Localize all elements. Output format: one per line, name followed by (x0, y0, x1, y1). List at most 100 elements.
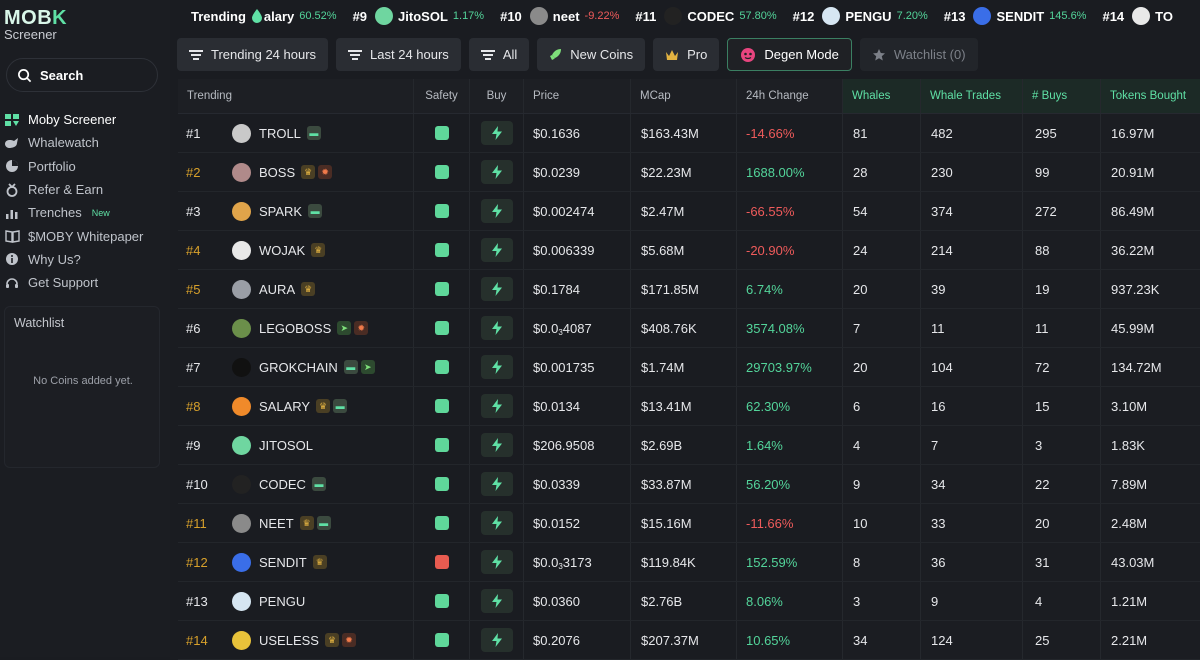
coin-name[interactable]: TROLL (259, 125, 301, 141)
filter-new-coins-button[interactable]: New Coins (537, 38, 646, 71)
nav-item-portfolio[interactable]: Portfolio (4, 155, 164, 178)
coin-name[interactable]: WOJAK (259, 242, 306, 258)
safe-indicator[interactable] (434, 633, 449, 647)
buy-button[interactable] (480, 355, 513, 379)
header-whales[interactable]: Whales (843, 79, 921, 113)
ticker-rank: #14 (1102, 8, 1125, 24)
table-row[interactable]: #8 SALARY ♛ ▬ $0.0134 $13.41M 62.30% 6 16 15 3.10M (178, 387, 1200, 426)
coin-name[interactable]: SPARK (259, 203, 303, 219)
nav-item-moby-whitepaper[interactable]: $MOBY Whitepaper (4, 224, 164, 247)
table-row[interactable]: #1 TROLL ▬ $0.1636 $163.43M -14.66% 81 482 295 16… (178, 114, 1200, 153)
coin-name[interactable]: GROKCHAIN (259, 359, 338, 375)
table-row[interactable]: #5 AURA ♛ $0.1784 $171.85M 6.74% 20 39 19 937.23K (178, 270, 1200, 309)
safe-indicator[interactable] (434, 477, 449, 491)
nav-item-moby-screener[interactable]: Moby Screener (4, 108, 164, 131)
header-tokens-bought[interactable]: Tokens Bought (1101, 79, 1200, 113)
buy-button[interactable] (480, 511, 513, 535)
safe-indicator[interactable] (434, 282, 449, 296)
table-row[interactable]: #4 WOJAK ♛ $0.006339 $5.68M -20.90% 24 214 88 36.… (178, 231, 1200, 270)
cell-buy (470, 309, 524, 347)
coin-name[interactable]: CODEC (259, 476, 306, 492)
coin-name[interactable]: USELESS (259, 632, 319, 648)
cell-price: $0.0239 (524, 153, 631, 191)
header-mcap[interactable]: MCap (631, 79, 737, 113)
buy-button[interactable] (480, 394, 513, 418)
ticker-item[interactable]: alary 60.52% (264, 9, 337, 24)
buy-button[interactable] (480, 589, 513, 613)
header-trending[interactable]: Trending (178, 79, 414, 113)
buy-button[interactable] (480, 160, 513, 184)
table-row[interactable]: #6 LEGOBOSS ➤ ✹ $0.0 3 4087 $408.76K 3574.08% 7 11… (178, 309, 1200, 348)
buy-button[interactable] (480, 628, 513, 652)
ticker-item[interactable]: #13 SENDIT 145.6% (944, 7, 1086, 25)
nav-item-whalewatch[interactable]: Whalewatch (4, 131, 164, 154)
safe-indicator[interactable] (434, 516, 449, 530)
filter-last-24-hours-button[interactable]: Last 24 hours (336, 38, 461, 71)
filter-pro-button[interactable]: Pro (653, 38, 720, 71)
buy-button[interactable] (480, 277, 513, 301)
cell-tokens-bought: 45.99M (1101, 309, 1200, 347)
safe-indicator[interactable] (434, 126, 449, 140)
buy-button[interactable] (480, 550, 513, 574)
safe-indicator[interactable] (434, 399, 449, 413)
nav-item-refer-earn[interactable]: Refer & Earn (4, 178, 164, 201)
coin-name[interactable]: SENDIT (259, 554, 307, 570)
cell-24h-change: -66.55% (737, 192, 843, 230)
tokens-bought: 2.48M (1111, 515, 1148, 531)
table-row[interactable]: #9 JITOSOL $206.9508 $2.69B 1.64% 4 7 3 1.83K (178, 426, 1200, 465)
table-row[interactable]: #14 USELESS ♛ ✹ $0.2076 $207.37M 10.65% 34 124 25… (178, 621, 1200, 660)
buy-button[interactable] (480, 199, 513, 223)
header-safety[interactable]: Safety (414, 79, 470, 113)
cell-buy (470, 231, 524, 269)
safe-indicator[interactable] (434, 360, 449, 374)
unsafe-indicator[interactable] (434, 555, 449, 569)
nav-item-trenches[interactable]: Trenches New (4, 201, 164, 224)
ticker-item[interactable]: #11 CODEC 57.80% (635, 7, 777, 25)
buy-button[interactable] (480, 316, 513, 340)
ticker-item[interactable]: #12 PENGU 7.20% (793, 7, 928, 25)
cell-24h-change: 62.30% (737, 387, 843, 425)
ticker-item[interactable]: #10 neet -9.22% (500, 7, 619, 25)
table-row[interactable]: #3 SPARK ▬ $0.002474 $2.47M -66.55% 54 374 272 86… (178, 192, 1200, 231)
buy-button[interactable] (480, 238, 513, 262)
header-buys[interactable]: # Buys (1023, 79, 1101, 113)
buy-button[interactable] (480, 121, 513, 145)
header-whale-trades[interactable]: Whale Trades (921, 79, 1023, 113)
rank: #6 (186, 320, 201, 336)
header-24h-change[interactable]: 24h Change (737, 79, 843, 113)
nav-item-why-us[interactable]: Why Us? (4, 248, 164, 271)
nav-item-get-support[interactable]: Get Support (4, 271, 164, 294)
ticker-item[interactable]: #14 TO (1102, 7, 1178, 25)
cell-mcap: $22.23M (631, 153, 737, 191)
table-row[interactable]: #13 PENGU $0.0360 $2.76B 8.06% 3 9 4 1.21M (178, 582, 1200, 621)
safe-indicator[interactable] (434, 438, 449, 452)
safe-indicator[interactable] (434, 165, 449, 179)
coin-name[interactable]: SALARY (259, 398, 311, 414)
table-row[interactable]: #11 NEET ♛ ▬ $0.0152 $15.16M -11.66% 10 33 20 2.48… (178, 504, 1200, 543)
table-row[interactable]: #10 CODEC ▬ $0.0339 $33.87M 56.20% 9 34 22 7.89M (178, 465, 1200, 504)
safe-indicator[interactable] (434, 321, 449, 335)
coin-name[interactable]: NEET (259, 515, 294, 531)
coin-name[interactable]: JITOSOL (259, 437, 313, 453)
logo[interactable]: MOB K Screener (4, 8, 67, 42)
cell-tokens-bought: 2.21M (1101, 621, 1200, 659)
table-row[interactable]: #2 BOSS ♛ ✹ $0.0239 $22.23M 1688.00% 28 230 99 20.… (178, 153, 1200, 192)
buy-button[interactable] (480, 433, 513, 457)
coin-name[interactable]: AURA (259, 281, 296, 297)
coin-name[interactable]: LEGOBOSS (259, 320, 332, 336)
filter-degen-mode-button[interactable]: Degen Mode (727, 38, 852, 71)
filter-watchlist-0-button[interactable]: Watchlist (0) (859, 38, 978, 71)
search-button[interactable]: Search (6, 58, 158, 92)
ticker-item[interactable]: #9 JitoSOL 1.17% (353, 7, 484, 25)
safe-indicator[interactable] (434, 243, 449, 257)
coin-name[interactable]: BOSS (259, 164, 296, 180)
filter-all-button[interactable]: All (468, 38, 530, 71)
table-row[interactable]: #7 GROKCHAIN ▬ ➤ $0.001735 $1.74M 29703.97% 20 1… (178, 348, 1200, 387)
table-row[interactable]: #12 SENDIT ♛ $0.0 3 3173 $119.84K 152.59% 8 36 31 4… (178, 543, 1200, 582)
filter-trending-24-hours-button[interactable]: Trending 24 hours (177, 38, 329, 71)
buy-button[interactable] (480, 472, 513, 496)
safe-indicator[interactable] (434, 204, 449, 218)
safe-indicator[interactable] (434, 594, 449, 608)
header-price[interactable]: Price (524, 79, 631, 113)
coin-name[interactable]: PENGU (259, 593, 306, 609)
